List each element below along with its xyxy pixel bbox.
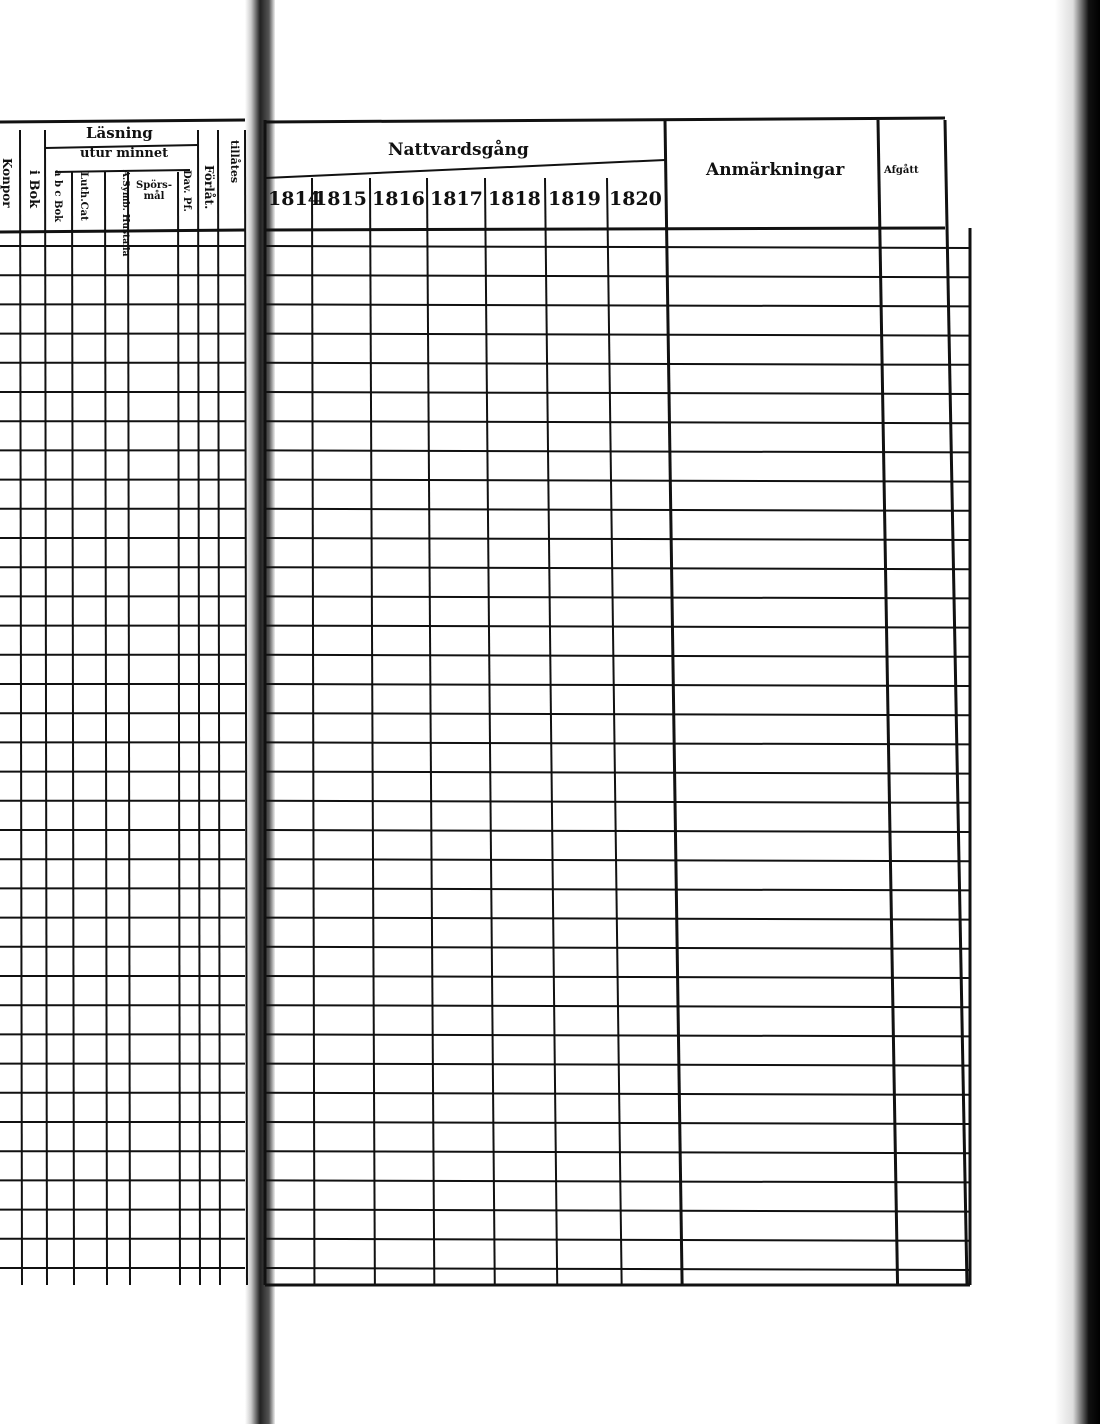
left-column-line [71,171,75,1286]
col-header-abc-bok: a b c Bok [52,170,63,223]
row-line [264,303,971,308]
row-line [264,1267,971,1271]
year-1814: 1814 [268,188,321,210]
row-line [264,1033,971,1038]
column-line [943,119,969,1286]
anmarkningar-header: Anmärkningar [706,160,845,180]
lasning-header: Läsning [86,124,153,142]
row-line [264,624,971,629]
row-line [264,537,971,541]
nattvardsgang-header: Nattvardsgång [388,140,529,160]
row-line [264,1062,971,1067]
row-line [264,595,971,600]
column-line [606,177,623,1286]
row-line [264,653,971,658]
table-top-border [264,116,946,124]
col-header-dav-pf: Dav. Pf. [181,170,192,212]
left-column-line [19,129,23,1286]
row-line [264,332,971,337]
year-1815: 1815 [314,188,367,210]
page-edge [1055,0,1100,1424]
year-1820: 1820 [609,188,662,210]
book-spine [245,0,275,1424]
col-header-konpor: Konpor [0,158,14,208]
left-table-top [0,118,246,124]
row-line [264,1121,971,1125]
row-line [264,712,971,717]
row-line [264,1179,971,1184]
left-column-line [44,129,48,1286]
row-line [264,566,971,571]
row-line [264,420,971,425]
row-line [264,741,971,746]
col-header-sporsmal: Spörs-mål [136,180,172,202]
row-line [264,887,971,892]
left-column-line [127,171,131,1286]
row-line [264,858,971,863]
nattvardsgang-divider [264,159,666,179]
col-header-luth-cat: Luth.Cat [78,172,89,221]
left-column-line [177,171,181,1286]
row-line [264,799,971,804]
left-column-line [217,129,221,1286]
row-line [264,449,971,454]
column-line [426,177,436,1286]
utur-minnet-header: utur minnet [80,146,169,161]
row-line [264,770,971,775]
utur-minnet-divider [54,169,191,173]
column-line [876,119,900,1286]
column-line [484,177,496,1286]
left-column-line [104,171,108,1286]
header-bottom-border [264,226,946,232]
year-1817: 1817 [430,188,483,210]
row-line [264,507,971,512]
row-line [264,683,971,687]
row-line [264,1208,971,1213]
row-line [264,274,971,279]
row-line [264,829,971,833]
col-header-symb: A.Symb. Hustafla [120,170,130,257]
row-line [264,1150,971,1155]
row-line [264,245,971,249]
column-line [663,119,684,1286]
row-line [264,391,971,395]
year-1816: 1816 [372,188,425,210]
column-line [544,177,559,1286]
row-line [264,916,971,921]
left-column-line [244,129,248,1286]
row-line [264,975,971,979]
year-1818: 1818 [488,188,541,210]
row-line [264,478,971,483]
lasning-divider [44,144,199,149]
row-line [264,1091,971,1096]
col-header-i-bok: i Bok [26,170,41,209]
row-line [264,1237,971,1242]
afgatt-header: Afgått [884,165,919,176]
col-header-tillates: tillåtes [228,140,241,184]
year-1819: 1819 [548,188,601,210]
left-column-line [197,129,201,1286]
row-line [264,361,971,366]
row-line [264,1004,971,1009]
row-line [264,945,971,950]
column-line [311,177,316,1286]
col-header-forlat: Förlåt. [202,165,216,210]
left-header-bottom [0,228,246,234]
column-line [369,177,376,1286]
